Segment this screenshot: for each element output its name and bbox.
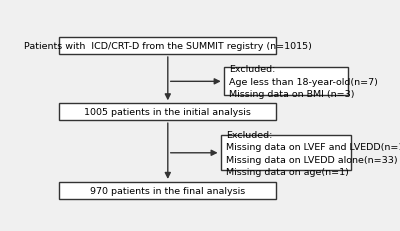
FancyBboxPatch shape bbox=[220, 136, 351, 170]
FancyBboxPatch shape bbox=[59, 104, 276, 121]
FancyBboxPatch shape bbox=[59, 38, 276, 55]
Text: Excluded:
Missing data on LVEF and LVEDD(n=1)
Missing data on LVEDD alone(n=33)
: Excluded: Missing data on LVEF and LVEDD… bbox=[226, 130, 400, 176]
FancyBboxPatch shape bbox=[224, 68, 348, 96]
Text: Patients with  ICD/CRT-D from the SUMMIT registry (n=1015): Patients with ICD/CRT-D from the SUMMIT … bbox=[24, 42, 312, 51]
Text: Excluded:
Age less than 18-year-old(n=7)
Missing data on BMI (n=3): Excluded: Age less than 18-year-old(n=7)… bbox=[229, 65, 378, 99]
Text: 970 patients in the final analysis: 970 patients in the final analysis bbox=[90, 186, 246, 195]
Text: 1005 patients in the initial analysis: 1005 patients in the initial analysis bbox=[84, 108, 251, 117]
FancyBboxPatch shape bbox=[59, 182, 276, 199]
